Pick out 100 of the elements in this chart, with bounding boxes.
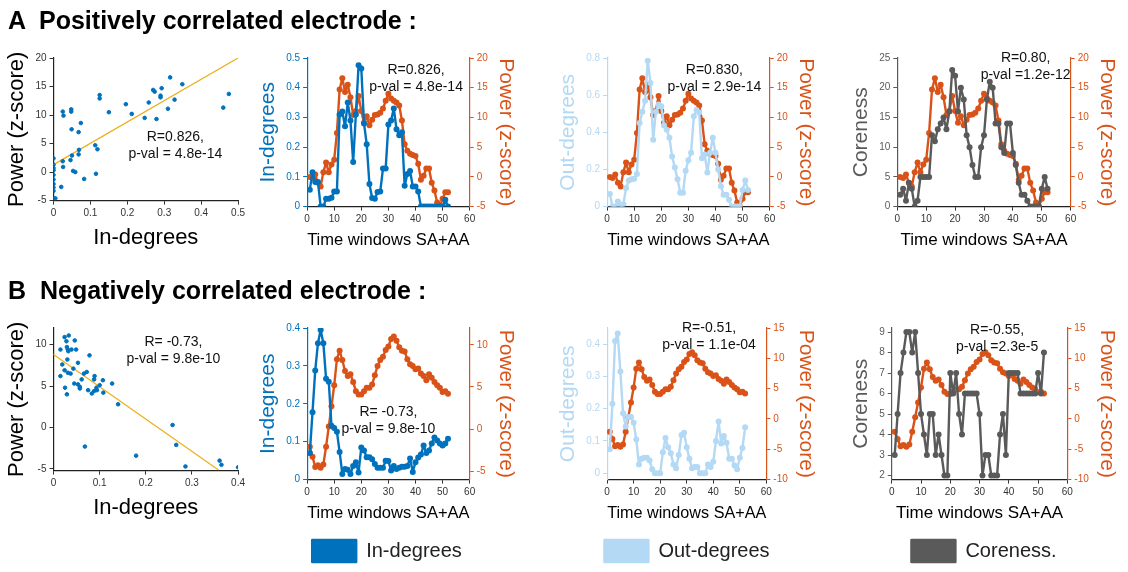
y2-tick-label: 5 — [776, 140, 783, 152]
y2-tick-label: -10 — [1074, 473, 1090, 485]
annotation: R=0.830, p-val = 2.9e-14 — [667, 61, 762, 95]
y-tick-label: 0.6 — [586, 88, 601, 100]
x-tick-label: 60 — [464, 213, 476, 225]
x-tick-label: 60 — [1065, 213, 1077, 225]
x-tick-label: 40 — [409, 486, 422, 498]
x-tick-label: 30 — [973, 486, 986, 498]
y2-tick-label: 5 — [476, 380, 483, 392]
x-tick-label: 0 — [894, 213, 901, 225]
y-tick-label: 8 — [879, 346, 886, 358]
y2-tick-label: 5 — [1074, 382, 1081, 394]
y-tick-label: 3 — [879, 448, 886, 460]
x-axis-title: Time windows SA+AA — [896, 503, 1064, 523]
annotation: R=0.826, p-val = 4.8e-14 — [128, 128, 223, 162]
legend-label: Coreness. — [965, 538, 1057, 561]
y-axis-title: Coreness — [848, 358, 872, 449]
y-tick-label: 0.2 — [286, 140, 301, 152]
y-axis-title: Power (z-score) — [3, 321, 29, 477]
y-tick-label: 0.5 — [286, 51, 301, 63]
y-tick-label: 15 — [879, 111, 891, 123]
annotation: R= -0.73, p-val = 9.8e-10 — [341, 402, 436, 436]
y-tick-label: 0.4 — [286, 81, 301, 93]
x-tick-label: 30 — [978, 213, 990, 225]
y-tick-label: -5 — [37, 462, 47, 474]
y2-tick-label: 20 — [1077, 51, 1090, 63]
x-tick-label: 0 — [304, 213, 311, 225]
y2-tick-label: 0 — [1074, 412, 1081, 424]
annotation: R=-0.51, p-val = 1.1e-04 — [662, 319, 757, 353]
x-tick-label: 0.2 — [120, 207, 135, 219]
y2-tick-label: 0 — [773, 412, 780, 424]
x-tick-label: 0 — [604, 486, 611, 498]
x-tick-label: 20 — [654, 486, 667, 498]
y2-tick-label: 10 — [476, 338, 489, 350]
x-tick-label: 10 — [915, 486, 928, 498]
x-tick-label: 40 — [707, 486, 720, 498]
x-tick-label: 10 — [628, 213, 641, 225]
y2-axis-title: Power (z-score) — [495, 329, 519, 478]
y2-axis-title: Power (z-score) — [795, 329, 819, 478]
y2-tick-label: 0 — [776, 170, 783, 182]
x-tick-label: 0 — [50, 477, 57, 489]
x-tick-label: 20 — [949, 213, 962, 225]
y-tick-label: 0.1 — [586, 434, 601, 446]
y2-tick-label: 10 — [1077, 111, 1090, 123]
y-tick-label: 20 — [879, 81, 891, 93]
annotation: R= -0.73, p-val = 9.8e-10 — [126, 332, 221, 366]
x-axis-title: Time windows SA+AA — [307, 503, 471, 523]
y2-tick-label: 0 — [1077, 170, 1084, 182]
x-tick-label: 0 — [604, 213, 611, 225]
y2-tick-label: 5 — [476, 140, 483, 152]
y-tick-label: -5 — [37, 194, 47, 206]
y-tick-label: 5 — [884, 170, 891, 182]
x-axis-title: Time windows SA+AA — [307, 230, 471, 250]
y-tick-label: 0.2 — [586, 163, 601, 175]
y2-tick-label: -5 — [776, 200, 787, 212]
x-tick-label: 40 — [1007, 213, 1019, 225]
y2-tick-label: 10 — [476, 111, 489, 123]
y-tick-label: 25 — [879, 51, 891, 63]
y-tick-label: 0 — [40, 421, 47, 433]
annotation: R=0.826, p-val = 4.8e-14 — [369, 61, 464, 95]
y-tick-label: 0.3 — [286, 111, 301, 123]
x-tick-label: 30 — [382, 213, 395, 225]
x-tick-label: 0.1 — [92, 477, 108, 489]
y-axis-title: Out-degrees — [555, 345, 579, 463]
x-tick-label: 0.4 — [194, 207, 209, 219]
x-axis-title: Time windows SA+AA — [900, 230, 1069, 250]
y2-axis-title: Power (z-score) — [795, 58, 819, 207]
y-tick-label: 0.2 — [286, 397, 301, 409]
y2-tick-label: 10 — [1074, 352, 1086, 364]
chart-title: B Negatively correlated electrode : — [8, 275, 427, 306]
x-tick-label: 40 — [709, 213, 722, 225]
y-tick-label: 15 — [35, 80, 47, 92]
y2-tick-label: 15 — [1074, 321, 1086, 333]
y2-tick-label: 15 — [773, 321, 785, 333]
y2-tick-label: -5 — [1074, 443, 1084, 455]
y2-tick-label: -5 — [1077, 200, 1088, 212]
x-tick-label: 50 — [734, 486, 746, 498]
chart-title: A Positively correlated electrode : — [8, 5, 417, 36]
x-tick-label: 30 — [382, 486, 395, 498]
y2-tick-label: 20 — [476, 51, 489, 63]
y-axis-title: Coreness — [848, 87, 872, 178]
y-tick-label: 0.4 — [286, 321, 301, 333]
y-tick-label: 5 — [40, 379, 47, 391]
x-tick-label: 0.3 — [184, 477, 200, 489]
annotation: R=-0.55, p-val =2.3e-5 — [956, 320, 1039, 354]
x-axis-title: In-degrees — [93, 223, 199, 249]
y-tick-label: 0.4 — [586, 126, 601, 138]
y2-tick-label: 0 — [476, 422, 483, 434]
y-tick-label: 20 — [35, 51, 47, 63]
x-tick-label: 0.3 — [157, 207, 172, 219]
x-tick-label: 20 — [355, 213, 368, 225]
x-tick-label: 30 — [681, 486, 693, 498]
y2-tick-label: -5 — [476, 464, 487, 476]
x-tick-label: 50 — [437, 486, 449, 498]
x-tick-label: 0.2 — [138, 477, 154, 489]
x-tick-label: 0.5 — [231, 207, 246, 219]
x-tick-label: 10 — [328, 213, 341, 225]
y-tick-label: 2 — [879, 469, 886, 481]
annotation: R=0.80, p-val =1.2e-12 — [980, 49, 1071, 83]
x-tick-label: 0 — [50, 207, 57, 219]
